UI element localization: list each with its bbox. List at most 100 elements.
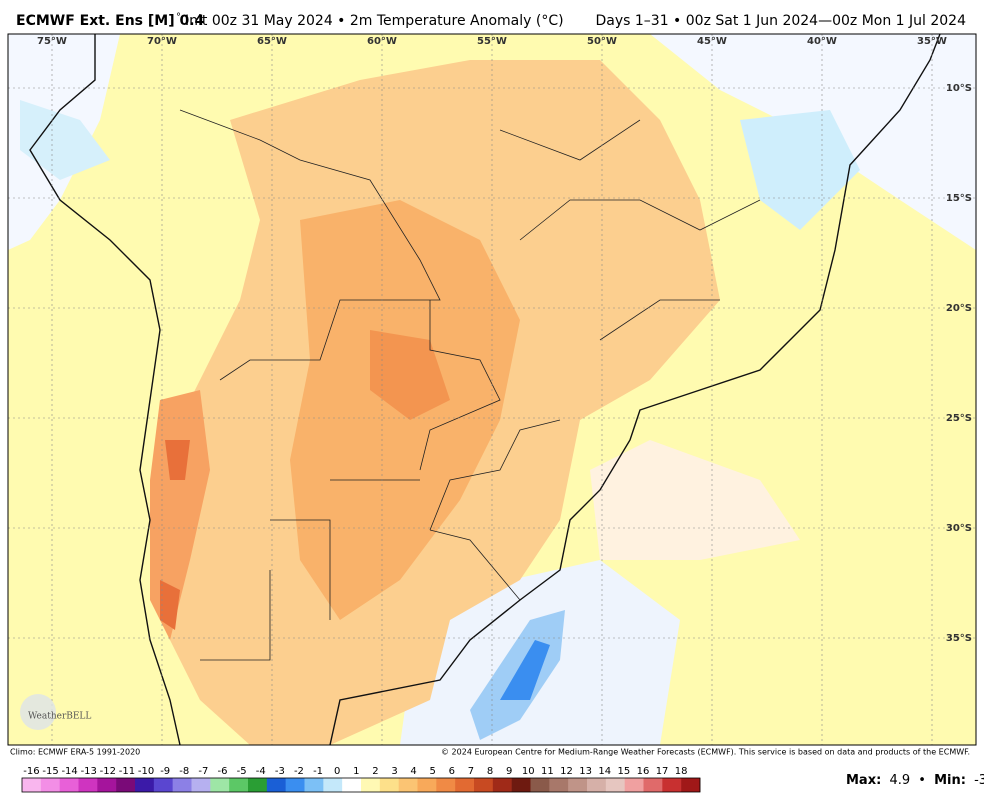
colorbar-tick-label: 7 [468, 766, 474, 777]
longitude-label: 50°W [587, 36, 617, 47]
colorbar-tick-label: 17 [656, 766, 669, 777]
map: 75°W 70°W 65°W 60°W 55°W 50°W 45°W 40°W 35°W 10°S… [7, 33, 977, 746]
warm-anomaly-core [160, 580, 180, 630]
colorbar-swatch [153, 778, 173, 792]
warm-anomaly-core [165, 440, 190, 480]
colorbar-swatch [511, 778, 531, 792]
colorbar-tick-label: -6 [218, 766, 228, 777]
latitude-label: 35°S [946, 633, 972, 644]
colorbar-swatch [40, 778, 60, 792]
min-label: Min: [934, 773, 966, 788]
colorbar-swatch [323, 778, 343, 792]
colorbar-tick-label: 2 [372, 766, 378, 777]
colorbar-tick-label: -3 [275, 766, 285, 777]
colorbar-swatch [248, 778, 268, 792]
longitude-label: 60°W [367, 36, 397, 47]
colorbar-swatch [78, 778, 98, 792]
latitude-label: 10°S [946, 83, 972, 94]
colorbar-swatch [587, 778, 607, 792]
colorbar-swatch [116, 778, 136, 792]
cool-area [740, 110, 860, 230]
warm-anomaly [150, 390, 210, 640]
graticule: 75°W 70°W 65°W 60°W 55°W 50°W 45°W 40°W 35°W 10°S… [8, 34, 976, 745]
colorbar-tick-label: 9 [506, 766, 512, 777]
colorbar-tick-label: 11 [541, 766, 554, 777]
longitude-label: 75°W [37, 36, 67, 47]
logo-mark [20, 694, 56, 730]
colorbar-swatch [172, 778, 192, 792]
colorbar-swatch [361, 778, 381, 792]
colorbar-swatch [436, 778, 456, 792]
cold-anomaly-core [500, 640, 550, 700]
colorbar-tick-label: -8 [179, 766, 189, 777]
colorbar-swatch [530, 778, 550, 792]
colorbar-tick-label: -4 [256, 766, 266, 777]
longitude-label: 55°W [477, 36, 507, 47]
stats-separator: • [918, 773, 926, 788]
colorbar-tick-label: 13 [579, 766, 592, 777]
colorbar-swatch [285, 778, 305, 792]
colorbar-tick-label: 6 [449, 766, 455, 777]
colorbar-tick-label: 1 [353, 766, 359, 777]
colorbar-tick-label: -10 [138, 766, 154, 777]
warm-anomaly-core [370, 330, 450, 420]
colorbar-tick-label: 4 [410, 766, 416, 777]
max-label: Max: [846, 773, 881, 788]
colorbar-tick-label: 0 [334, 766, 340, 777]
borders [179, 109, 761, 661]
latitude-label: 25°S [946, 413, 972, 424]
colorbar-tick-label: -5 [237, 766, 247, 777]
colorbar-swatch [549, 778, 569, 792]
colorbar-swatch [398, 778, 418, 792]
longitude-label: 65°W [257, 36, 287, 47]
valid-time: Days 1–31 • 00z Sat 1 Jun 2024—00z Mon 1… [595, 13, 966, 29]
title-rest: Init 00z 31 May 2024 • 2m Temperature An… [185, 13, 564, 29]
longitude-label: 40°W [807, 36, 837, 47]
colorbar-tick-label: 16 [637, 766, 650, 777]
colorbar-tick-label: -15 [42, 766, 58, 777]
longitude-label: 45°W [697, 36, 727, 47]
title-degree: ° [176, 12, 181, 23]
colorbar-swatch [605, 778, 625, 792]
colorbar-tick-label: -11 [119, 766, 135, 777]
colorbar-swatch [266, 778, 286, 792]
max-value: 4.9 [889, 773, 910, 788]
colorbar: -16 -15 -14 -13 -12 -11 -10 -9 -8 -7 -6 -5 -4 -3 -2 -1 0… [21, 766, 701, 793]
colorbar-swatch [22, 778, 42, 792]
colorbar-tick-label: 5 [430, 766, 436, 777]
colorbar-swatch [304, 778, 324, 792]
map-frame [7, 33, 977, 746]
colorbar-swatch [662, 778, 682, 792]
colorbar-tick-label: 18 [675, 766, 688, 777]
colorbar-swatch [97, 778, 117, 792]
colorbar-tick-label: -14 [61, 766, 77, 777]
colorbar-swatch [568, 778, 588, 792]
latitude-label: 15°S [946, 193, 972, 204]
colorbar-swatch [643, 778, 663, 792]
colorbar-swatch [492, 778, 512, 792]
latitude-label: 20°S [946, 303, 972, 314]
longitude-label: 70°W [147, 36, 177, 47]
longitude-label: 35°W [917, 36, 947, 47]
colorbar-tick-label: 8 [487, 766, 493, 777]
colorbar-tick-label: -9 [160, 766, 170, 777]
colorbar-swatch [417, 778, 437, 792]
colorbar-tick-label: -7 [198, 766, 208, 777]
colorbar-tick-label: 15 [617, 766, 630, 777]
colorbar-swatch [681, 778, 701, 792]
min-value: -3.1 [974, 773, 984, 788]
colorbar-tick-label: -12 [100, 766, 116, 777]
colorbar-swatch [229, 778, 249, 792]
colorbar-frame [21, 777, 701, 793]
climo-note: Climo: ECMWF ERA-5 1991-2020 [10, 748, 140, 757]
colorbar-tick-label: 14 [598, 766, 611, 777]
colorbar-tick-label: -13 [81, 766, 97, 777]
cool-area [20, 100, 110, 180]
copyright: © 2024 European Centre for Medium-Range … [441, 748, 970, 757]
colorbar-swatch [59, 778, 79, 792]
colorbar-swatch [135, 778, 155, 792]
colorbar-swatch [455, 778, 475, 792]
latitude-label: 30°S [946, 523, 972, 534]
colorbar-swatch [474, 778, 494, 792]
